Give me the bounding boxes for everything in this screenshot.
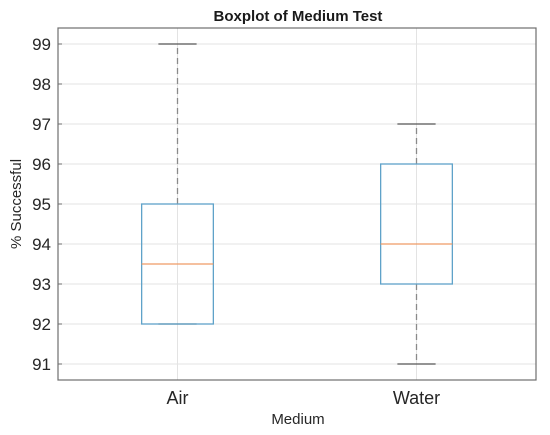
y-axis-ticks: 91 92 93 94 95 96 97 98 99	[32, 35, 62, 374]
y-tick-label: 95	[32, 195, 51, 214]
y-tick-label: 91	[32, 355, 51, 374]
x-tick-label: Water	[393, 388, 440, 408]
y-tick-label: 96	[32, 155, 51, 174]
x-axis-label: Medium	[271, 411, 324, 428]
y-tick-label: 98	[32, 75, 51, 94]
x-tick-label: Air	[167, 388, 189, 408]
box-air	[140, 43, 214, 325]
y-axis-label: % Successful	[8, 159, 25, 249]
x-axis-ticks: Air Water	[167, 388, 441, 408]
box-water	[379, 123, 453, 365]
y-tick-label: 93	[32, 275, 51, 294]
y-tick-label: 97	[32, 115, 51, 134]
chart-title: Boxplot of Medium Test	[214, 8, 383, 25]
iqr-box	[379, 163, 453, 285]
y-tick-label: 94	[32, 235, 51, 254]
y-tick-label: 99	[32, 35, 51, 54]
grid-lines	[58, 28, 536, 380]
boxes	[140, 43, 453, 365]
y-tick-label: 92	[32, 315, 51, 334]
